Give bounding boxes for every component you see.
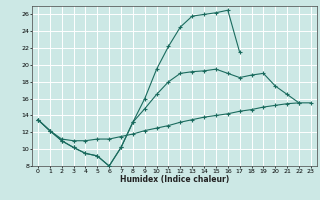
X-axis label: Humidex (Indice chaleur): Humidex (Indice chaleur)	[120, 175, 229, 184]
